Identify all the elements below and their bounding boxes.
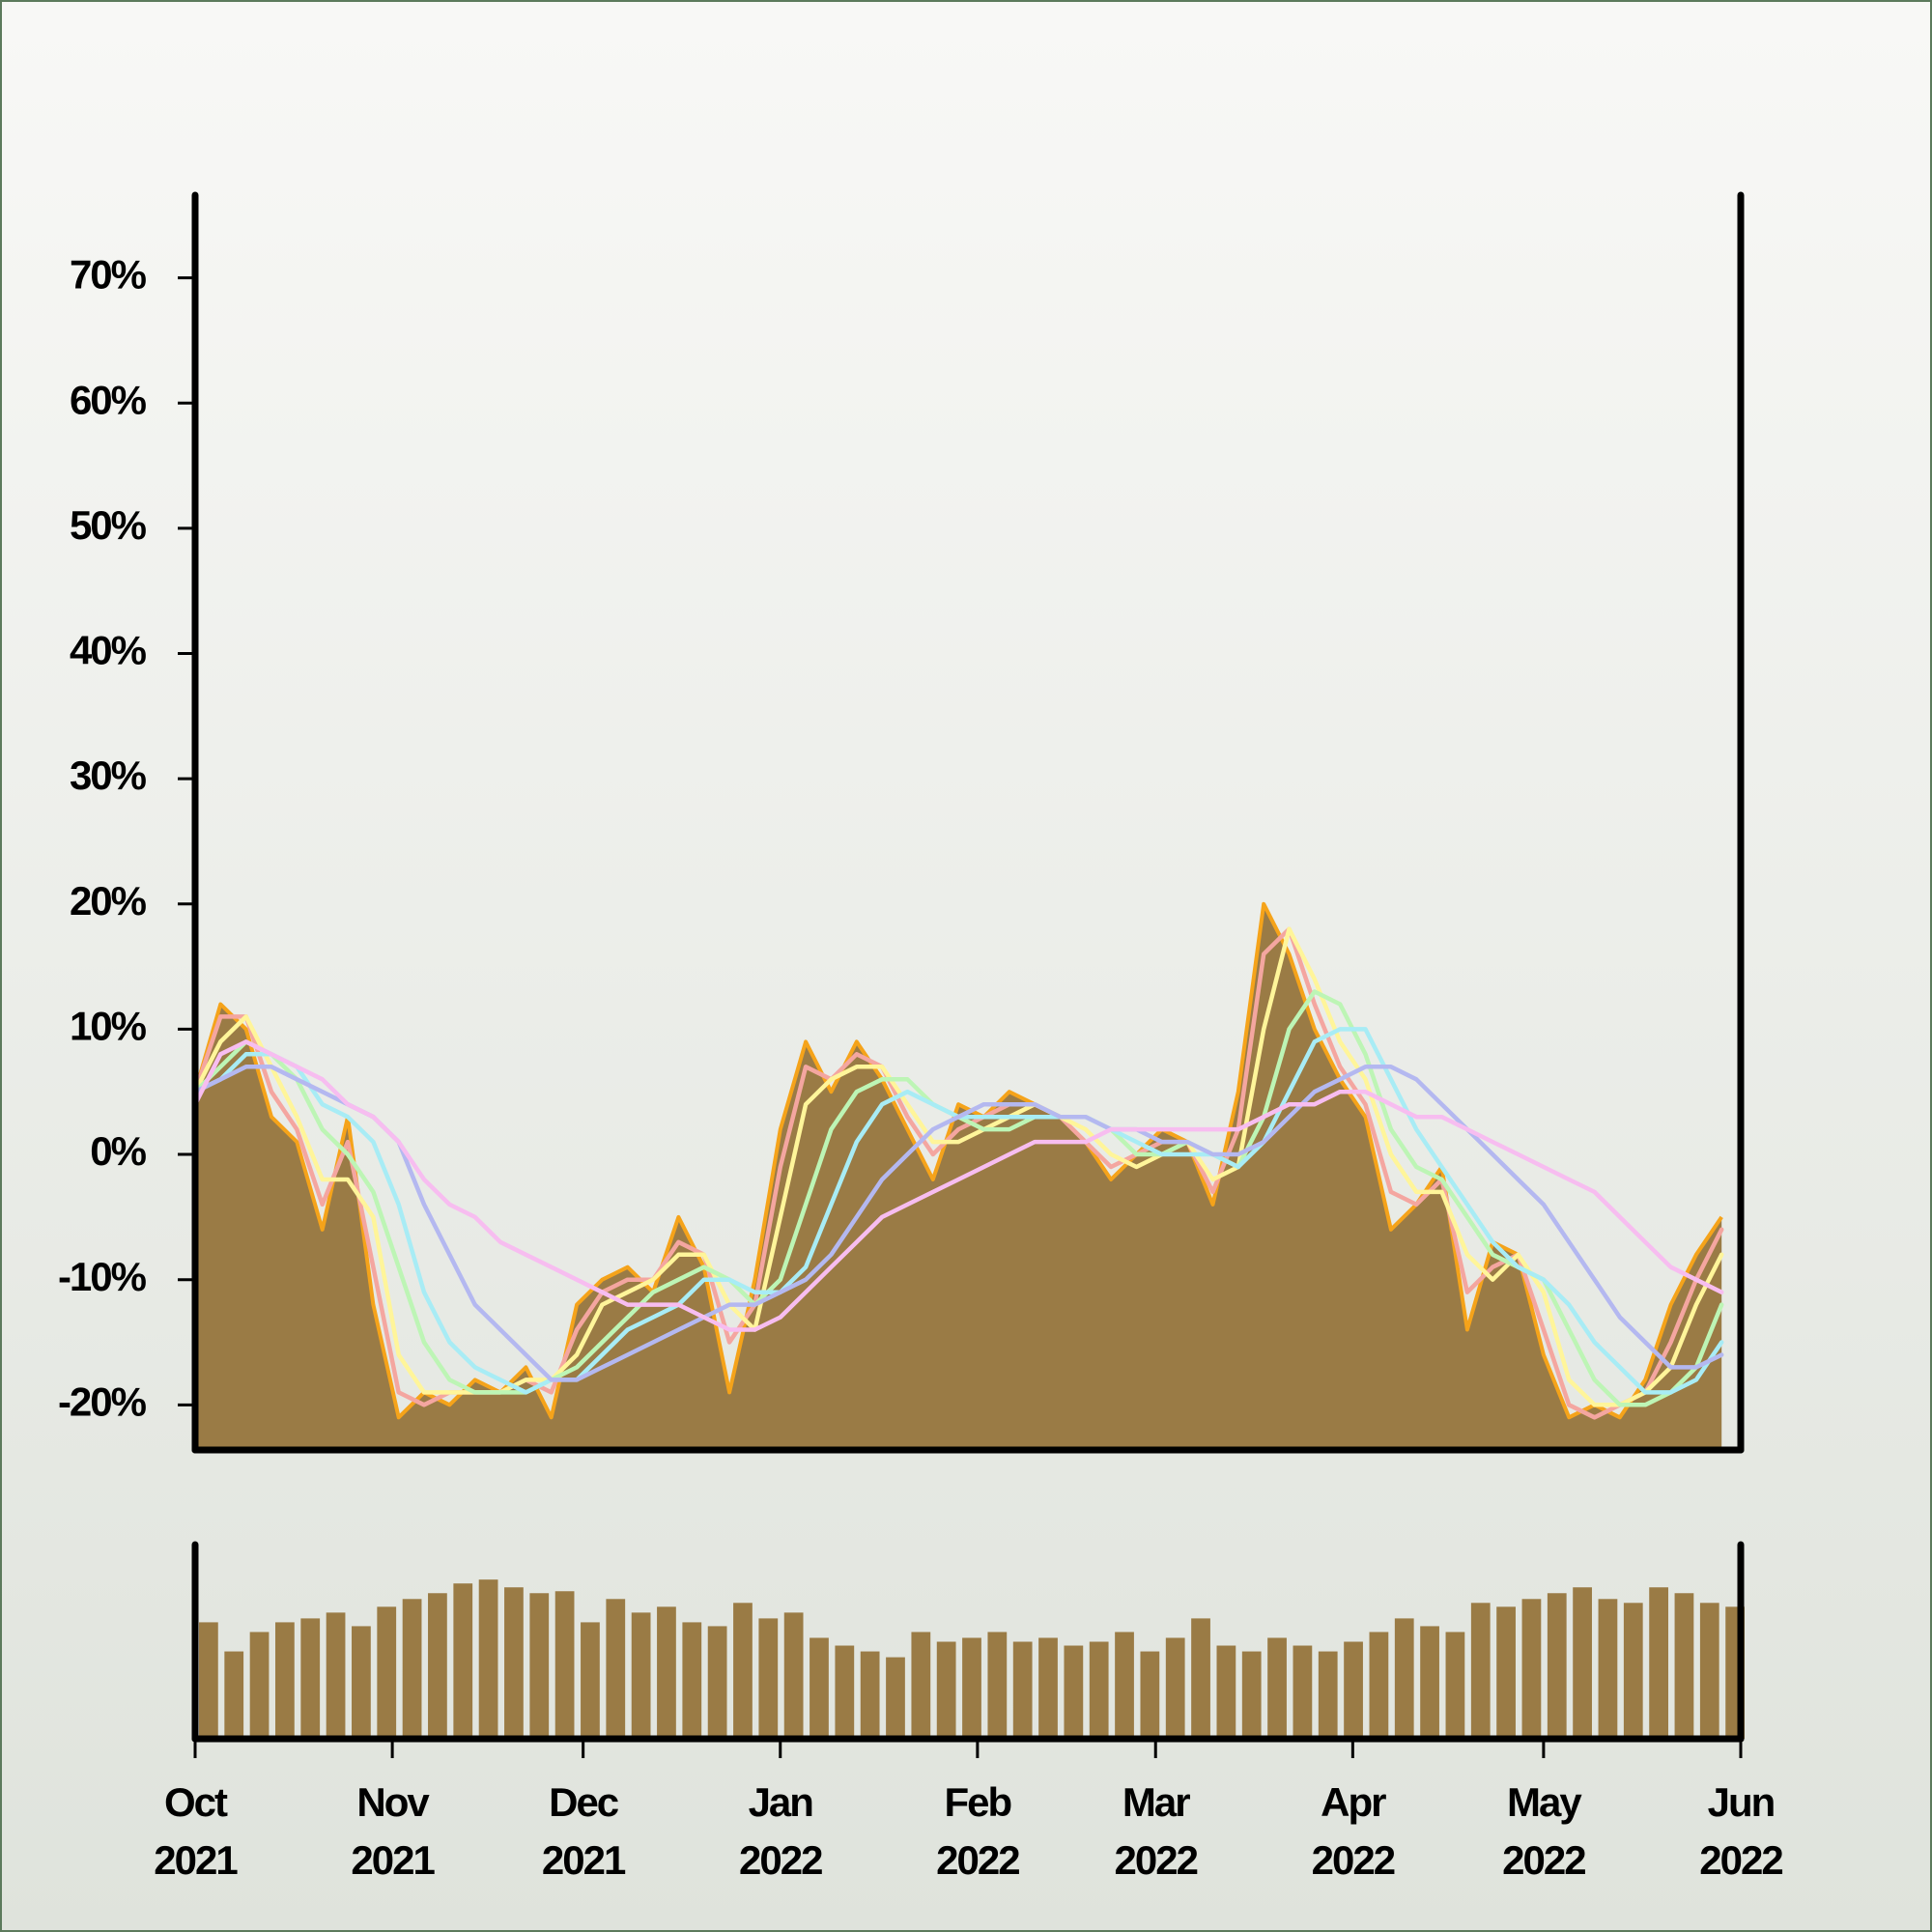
y-tick-label: 40%: [70, 628, 147, 673]
x-tick-label: Feb 2022: [936, 1779, 1020, 1883]
volume-bar: [1318, 1651, 1338, 1739]
y-tick-label: 70%: [70, 252, 147, 298]
volume-bar: [581, 1622, 600, 1739]
x-tick-label: Oct 2021: [154, 1779, 238, 1883]
volume-bar: [1115, 1632, 1134, 1739]
volume-bar: [631, 1612, 651, 1739]
x-tick-label: Jan 2022: [739, 1779, 823, 1883]
volume-bar: [1140, 1651, 1160, 1739]
volume-bar: [1699, 1603, 1719, 1739]
x-tick-label: Jun 2022: [1699, 1779, 1783, 1883]
x-tick-label: Dec 2021: [541, 1779, 626, 1883]
x-tick-label: Mar 2022: [1114, 1779, 1199, 1883]
volume-bar: [554, 1591, 575, 1739]
volume-bar: [886, 1657, 905, 1739]
volume-bar: [682, 1622, 702, 1739]
y-tick-label: 30%: [70, 753, 147, 798]
volume-bar: [1064, 1645, 1084, 1739]
volume-bar: [911, 1632, 931, 1739]
y-tick-label: 0%: [90, 1128, 146, 1174]
volume-bar: [199, 1622, 218, 1739]
volume-bar: [835, 1645, 855, 1739]
x-tick-label: Nov 2021: [351, 1779, 435, 1883]
volume-bar: [1394, 1618, 1414, 1739]
volume-bar: [1573, 1587, 1592, 1739]
volume-bar: [402, 1599, 422, 1739]
y-tick-label: -20%: [58, 1378, 147, 1424]
y-tick-label: 10%: [70, 1004, 147, 1049]
volume-bar: [453, 1583, 473, 1739]
volume-bar: [1420, 1626, 1439, 1739]
volume-bar: [1344, 1641, 1363, 1739]
volume-bar: [1369, 1632, 1389, 1739]
volume-bar: [810, 1637, 829, 1739]
y-tick-label: 60%: [70, 377, 147, 422]
volume-bar: [987, 1632, 1008, 1739]
volume-bar: [1012, 1641, 1033, 1739]
volume-bar: [1038, 1637, 1058, 1739]
volume-bar: [1191, 1618, 1210, 1739]
volume-bar: [936, 1641, 956, 1739]
volume-bar: [1598, 1599, 1618, 1739]
y-tick-label: 50%: [70, 502, 147, 548]
volume-bar: [1241, 1651, 1262, 1739]
volume-bar: [1521, 1599, 1542, 1739]
volume-bar: [758, 1618, 779, 1739]
y-tick-label: 20%: [70, 878, 147, 923]
volume-bar: [1547, 1593, 1567, 1739]
x-tick-label: May 2022: [1502, 1779, 1586, 1883]
volume-bar: [377, 1606, 397, 1739]
volume-bar: [1089, 1641, 1109, 1739]
volume-bar: [860, 1651, 880, 1739]
line: [192, 926, 1724, 1407]
volume-bar: [529, 1593, 550, 1739]
volume-bar: [1674, 1593, 1694, 1739]
volume-bar: [352, 1626, 371, 1739]
volume-bar: [300, 1618, 321, 1739]
line: [192, 1039, 1724, 1332]
volume-bar: [1293, 1645, 1313, 1739]
volume-bar: [1496, 1606, 1516, 1739]
volume-bar: [657, 1606, 676, 1739]
volume-bar: [606, 1599, 626, 1739]
volume-bar: [428, 1593, 447, 1739]
volume-bar: [1165, 1637, 1185, 1739]
volume-bar: [733, 1603, 753, 1739]
area-edge: [193, 901, 1723, 1420]
y-tick-label: -10%: [58, 1254, 147, 1299]
volume-bar: [1649, 1587, 1668, 1739]
volume-bar: [707, 1626, 727, 1739]
volume-bar: [1216, 1645, 1236, 1739]
volume-bar: [1445, 1632, 1465, 1739]
volume-bar: [504, 1587, 524, 1739]
volume-bar: [326, 1612, 346, 1739]
volume-bar: [962, 1637, 981, 1739]
volume-bar: [249, 1632, 270, 1739]
volume-bar: [478, 1579, 498, 1739]
x-tick-label: Apr 2022: [1311, 1779, 1396, 1883]
volume-bar: [224, 1651, 244, 1739]
volume-bar: [1470, 1603, 1491, 1739]
volume-bar: [1623, 1603, 1643, 1739]
volume-bar: [275, 1622, 295, 1739]
volume-bar: [783, 1612, 804, 1739]
volume-bar: [1267, 1637, 1287, 1739]
